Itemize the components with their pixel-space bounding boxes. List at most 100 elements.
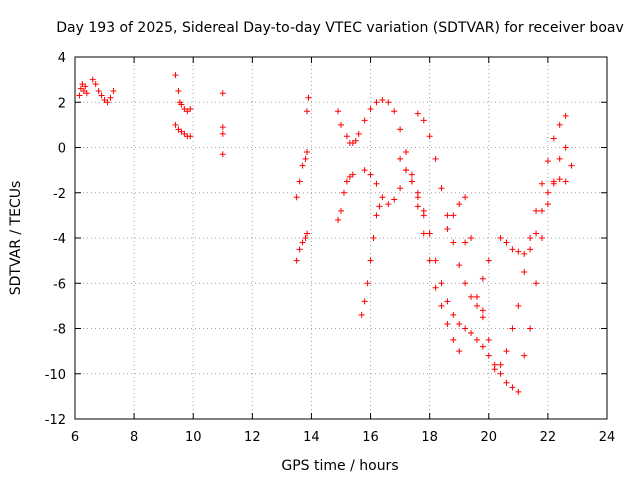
data-point xyxy=(527,325,534,332)
data-point xyxy=(556,176,563,183)
data-point xyxy=(444,212,451,219)
data-point xyxy=(107,94,114,101)
data-point xyxy=(302,155,309,162)
data-point xyxy=(444,225,451,232)
data-point xyxy=(544,201,551,208)
data-point xyxy=(304,108,311,115)
data-point xyxy=(456,201,463,208)
data-point xyxy=(89,76,96,83)
data-point xyxy=(473,336,480,343)
y-tick-label: -2 xyxy=(53,187,66,202)
series-arc-19 xyxy=(497,176,569,257)
data-point xyxy=(110,87,117,94)
data-point xyxy=(544,158,551,165)
data-point xyxy=(485,352,492,359)
data-point xyxy=(533,207,540,214)
data-point xyxy=(373,212,380,219)
data-point xyxy=(485,257,492,264)
data-point xyxy=(521,250,528,257)
data-point xyxy=(473,293,480,300)
series-arc-17 xyxy=(462,235,492,300)
data-point xyxy=(367,257,374,264)
data-point xyxy=(468,330,475,337)
data-point xyxy=(509,246,516,253)
data-point xyxy=(358,311,365,318)
data-point xyxy=(503,348,510,355)
data-point xyxy=(426,230,433,237)
data-point xyxy=(521,352,528,359)
data-point xyxy=(450,212,457,219)
data-point xyxy=(349,171,356,178)
data-point xyxy=(391,196,398,203)
data-point xyxy=(304,149,311,156)
data-point xyxy=(187,133,194,140)
data-point xyxy=(468,293,475,300)
data-point xyxy=(462,280,469,287)
data-point xyxy=(491,366,498,373)
data-point xyxy=(462,194,469,201)
data-point xyxy=(408,171,415,178)
data-point xyxy=(364,280,371,287)
data-point xyxy=(503,379,510,386)
data-point xyxy=(533,230,540,237)
data-point xyxy=(352,137,359,144)
data-point xyxy=(408,178,415,185)
data-point xyxy=(219,90,226,97)
data-point xyxy=(473,302,480,309)
data-point xyxy=(293,194,300,201)
data-point xyxy=(219,130,226,137)
series-arc-5 xyxy=(219,90,226,158)
data-point xyxy=(296,178,303,185)
data-point xyxy=(178,101,185,108)
data-point xyxy=(450,311,457,318)
series-arc-3 xyxy=(172,72,194,115)
data-point xyxy=(338,121,344,128)
data-point xyxy=(361,117,368,124)
data-point xyxy=(175,87,182,94)
data-point xyxy=(426,133,433,140)
data-point xyxy=(468,235,475,241)
y-axis-label: SDTVAR / TECUs xyxy=(8,181,24,296)
series-arc-2 xyxy=(89,76,117,106)
data-point xyxy=(305,94,312,101)
data-point xyxy=(98,92,105,99)
x-tick-label: 16 xyxy=(362,430,379,445)
series-arc-20 xyxy=(521,144,575,359)
data-point xyxy=(527,235,534,241)
data-point xyxy=(462,239,469,246)
series-arc-7 xyxy=(293,230,311,264)
data-point xyxy=(562,178,569,185)
data-point xyxy=(479,307,486,314)
data-point xyxy=(367,106,374,113)
data-point xyxy=(533,280,540,287)
data-point xyxy=(556,121,563,128)
y-tick-label: -10 xyxy=(45,368,66,383)
data-point xyxy=(544,189,551,196)
data-point xyxy=(450,336,457,343)
series-arc-14 xyxy=(397,155,522,395)
data-point xyxy=(219,151,226,158)
y-tick-label: 4 xyxy=(58,51,66,66)
data-point xyxy=(456,348,463,355)
data-point xyxy=(450,239,457,246)
data-point xyxy=(550,178,557,185)
data-point xyxy=(515,388,522,395)
data-point xyxy=(367,171,374,178)
data-point xyxy=(338,207,344,214)
data-point xyxy=(515,248,522,255)
series-arc-13 xyxy=(361,167,463,355)
data-point xyxy=(397,155,404,162)
data-point xyxy=(503,239,510,246)
data-point xyxy=(299,239,306,246)
series-arc-8 xyxy=(304,94,312,115)
data-point xyxy=(373,180,380,187)
data-point xyxy=(438,280,445,287)
data-point xyxy=(414,110,421,117)
data-point xyxy=(414,203,421,210)
series-arc-4 xyxy=(172,121,194,140)
data-point xyxy=(521,268,528,275)
data-point xyxy=(438,185,445,192)
data-point xyxy=(376,203,383,210)
data-point xyxy=(76,92,83,99)
